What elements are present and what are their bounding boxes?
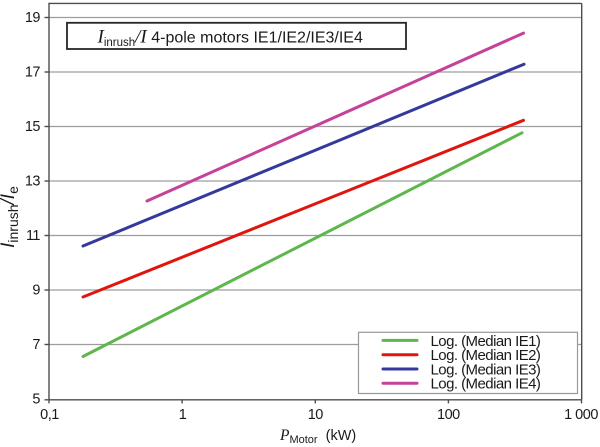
svg-text:5: 5 (32, 391, 40, 407)
svg-text:9: 9 (32, 282, 40, 298)
svg-text:Iinrush/Ie: Iinrush/Ie (0, 186, 21, 248)
svg-text:Log. (Median IE1): Log. (Median IE1) (431, 333, 541, 350)
svg-text:Log. (Median IE4): Log. (Median IE4) (431, 376, 541, 393)
svg-text:Log. (Median IE3): Log. (Median IE3) (431, 361, 541, 378)
svg-text:11: 11 (26, 228, 40, 244)
svg-text:10: 10 (308, 407, 324, 423)
svg-text:13: 13 (25, 173, 41, 189)
svg-text:Log. (Median IE2): Log. (Median IE2) (431, 347, 541, 364)
svg-text:Iinrush/I 4-pole motors IE1/IE: Iinrush/I 4-pole motors IE1/IE2/IE3/IE4 (97, 27, 363, 50)
svg-text:1: 1 (179, 407, 187, 423)
svg-text:1 000: 1 000 (564, 407, 598, 423)
svg-text:17: 17 (25, 64, 41, 80)
svg-text:19: 19 (25, 10, 41, 26)
svg-text:15: 15 (25, 119, 41, 135)
svg-text:0,1: 0,1 (40, 407, 59, 423)
svg-text:PMotor (kW): PMotor (kW) (279, 427, 356, 446)
svg-text:100: 100 (437, 407, 460, 423)
svg-text:7: 7 (32, 337, 40, 353)
